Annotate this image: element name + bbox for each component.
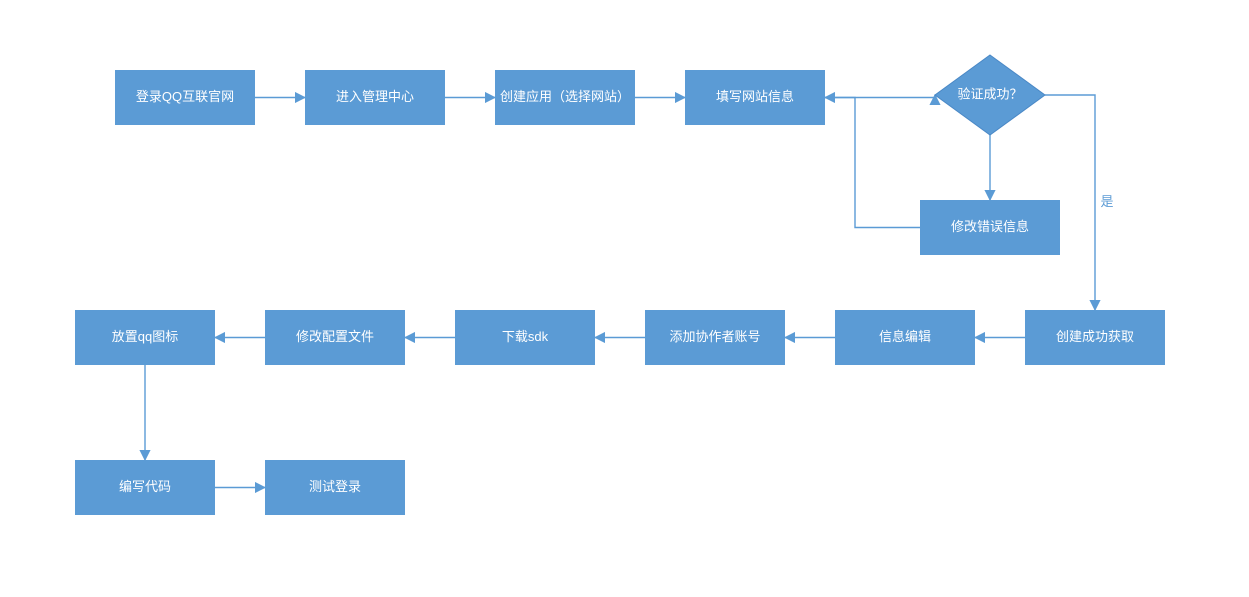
node-label: 编写代码 (119, 479, 171, 494)
flow-step: 进入管理中心 (305, 70, 445, 125)
flow-step: 创建成功获取 (1025, 310, 1165, 365)
flow-step: 填写网站信息 (685, 70, 825, 125)
nodes-layer: 登录QQ互联官网 进入管理中心 创建应用（选择网站） 填写网站信息 验证成功？ 修改错误信… (75, 55, 1165, 515)
node-label: 修改配置文件 (296, 329, 374, 344)
flow-step: 编写代码 (75, 460, 215, 515)
node-label: 进入管理中心 (336, 89, 414, 104)
flow-step: 信息编辑 (835, 310, 975, 365)
node-label: 添加协作者账号 (669, 329, 760, 344)
flow-step: 修改配置文件 (265, 310, 405, 365)
node-label: 创建应用（选择网站） (500, 89, 630, 104)
edge-n5-n4 (825, 98, 920, 228)
flow-step: 修改错误信息 (920, 200, 1060, 255)
node-label: 登录QQ互联官网 (136, 89, 234, 104)
node-label: 填写网站信息 (716, 89, 794, 104)
node-label: 创建成功获取 (1056, 329, 1134, 344)
node-label: 测试登录 (309, 479, 361, 494)
flow-step: 登录QQ互联官网 (115, 70, 255, 125)
node-label: 下载sdk (502, 329, 549, 344)
flow-decision: 验证成功？ (935, 55, 1045, 135)
node-label: 验证成功？ (957, 86, 1022, 101)
node-label: 修改错误信息 (951, 219, 1029, 234)
edges-layer: 是 (145, 95, 1114, 488)
flow-step: 下载sdk (455, 310, 595, 365)
flow-step: 添加协作者账号 (645, 310, 785, 365)
flowchart-svg: 是 登录QQ互联官网 进入管理中心 创建应用（选择网站） 填写网站信息 验证成功？ 修改错误… (0, 0, 1249, 597)
flowchart-container: 是 登录QQ互联官网 进入管理中心 创建应用（选择网站） 填写网站信息 验证成功？ 修改错误… (0, 0, 1249, 597)
flow-step: 测试登录 (265, 460, 405, 515)
edge-label-d1-n6: 是 (1100, 194, 1113, 209)
flow-step: 创建应用（选择网站） (495, 70, 635, 125)
flow-step: 放置qq图标 (75, 310, 215, 365)
node-label: 信息编辑 (879, 329, 931, 344)
node-label: 放置qq图标 (112, 329, 178, 344)
